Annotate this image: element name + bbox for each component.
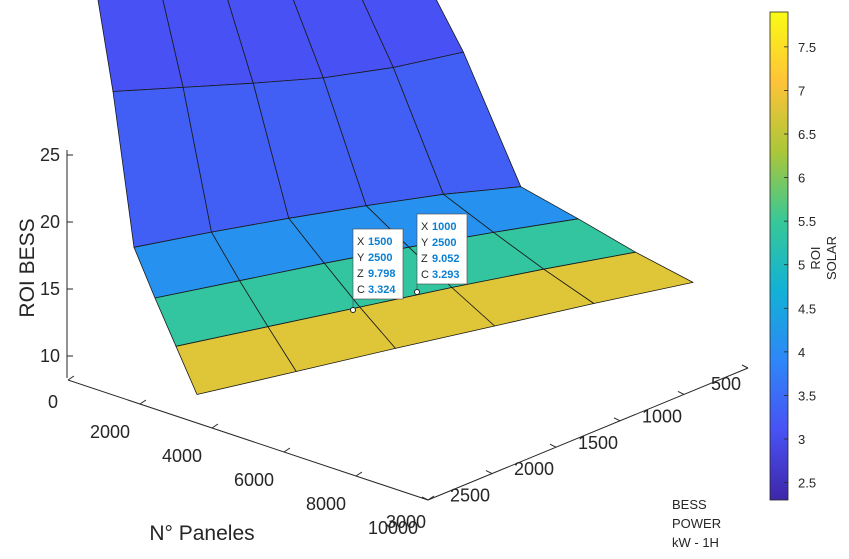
datatip-marker [350, 307, 356, 313]
datatip-value: 2500 [432, 237, 456, 249]
datatip-key: X [421, 221, 429, 233]
x-tick-label: 2500 [450, 486, 490, 506]
datatip-key: Z [357, 268, 364, 280]
colorbar-tick-label: 4 [798, 345, 805, 360]
x-tick-label: 1500 [578, 433, 618, 453]
colorbar-label-line: ROI [808, 246, 823, 269]
colorbar-label-line: SOLAR [824, 236, 839, 280]
z-tick-label: 25 [40, 145, 60, 165]
datatip-key: C [421, 269, 429, 281]
datatip-box [352, 228, 404, 300]
y-axis-label: N° Paneles [149, 522, 254, 545]
datatip-value: 2500 [368, 252, 392, 264]
z-tick-label: 20 [40, 212, 60, 232]
colorbar-tick-label: 2.5 [798, 476, 816, 491]
datatip-value: 1000 [432, 221, 456, 233]
colorbar: 2.5 3 3.5 4 4.5 5 5.5 6 6.5 7 7.5 ROI SOLAR [769, 11, 839, 501]
x-tick-mark [741, 364, 749, 369]
datatip-key: Y [357, 252, 365, 264]
colorbar-tick-label: 7.5 [798, 40, 816, 55]
y-tick-label: 2000 [90, 422, 130, 442]
surface-patch [175, 326, 297, 395]
x-axis-label: BESS POWER kW - 1H [672, 497, 721, 550]
y-tick-label: 4000 [162, 446, 202, 466]
x-tick-label: 1000 [642, 406, 682, 426]
x-tick-label: 2000 [514, 459, 554, 479]
x-tick-mark [677, 390, 685, 395]
x-axis-label-line: BESS [672, 497, 707, 512]
y-tick-label: 0 [48, 392, 58, 412]
y-tick-mark [355, 471, 363, 477]
x-tick-mark [549, 443, 557, 448]
surface [97, 0, 694, 395]
datatip-value: 9.798 [368, 268, 396, 280]
x-axis-label-line: kW - 1H [672, 535, 719, 550]
x-axis-label-line: POWER [672, 516, 721, 531]
x-tick-mark [485, 470, 493, 475]
colorbar-label: ROI SOLAR [808, 236, 839, 280]
datatip-box [416, 213, 468, 285]
datatip-key: C [357, 284, 365, 296]
datatip-value: 3.293 [432, 269, 460, 281]
colorbar-tick-label: 5.5 [798, 214, 816, 229]
colorbar-tick-label: 3.5 [798, 388, 816, 403]
x-tick-label: 3000 [386, 512, 426, 532]
axes-layer: 10 15 20 25 0 2000 4000 6000 8000 10000 500 1000 150… [40, 145, 749, 538]
datatip-key: Y [421, 237, 429, 249]
datatip-value: 3.324 [368, 284, 396, 296]
y-tick-label: 6000 [234, 470, 274, 490]
x-tick-mark [421, 496, 429, 501]
x-tick-mark [613, 417, 621, 422]
z-tick-label: 15 [40, 279, 60, 299]
y-tick-mark [139, 399, 147, 405]
datatip-key: X [357, 236, 365, 248]
datatip-value: 9.052 [432, 253, 460, 265]
colorbar-tick-label: 4.5 [798, 301, 816, 316]
axis-labels: ROI BESS N° Paneles BESS POWER kW - 1H [16, 218, 721, 550]
y-tick-mark [211, 423, 219, 429]
x-tick-label: 500 [711, 374, 741, 394]
y-tick-mark [283, 447, 291, 453]
z-axis-label: ROI BESS [16, 218, 39, 317]
datatip-marker [414, 289, 420, 295]
y-tick-label: 10000 [368, 518, 418, 538]
colorbar-tick-label: 7 [798, 83, 805, 98]
datatip-key: Z [421, 253, 428, 265]
colorbar-tick-label: 3 [798, 432, 805, 447]
z-tick-label: 10 [40, 346, 60, 366]
y-tick-mark [67, 375, 75, 381]
datatip-value: 1500 [368, 236, 392, 248]
colorbar-tick-label: 6 [798, 171, 805, 186]
x-axis-line [427, 367, 749, 501]
y-axis-line [67, 379, 429, 501]
colorbar-tick-label: 5 [798, 258, 805, 273]
colorbar-gradient [769, 11, 789, 501]
y-tick-label: 8000 [306, 494, 346, 514]
colorbar-tick-label: 6.5 [798, 127, 816, 142]
